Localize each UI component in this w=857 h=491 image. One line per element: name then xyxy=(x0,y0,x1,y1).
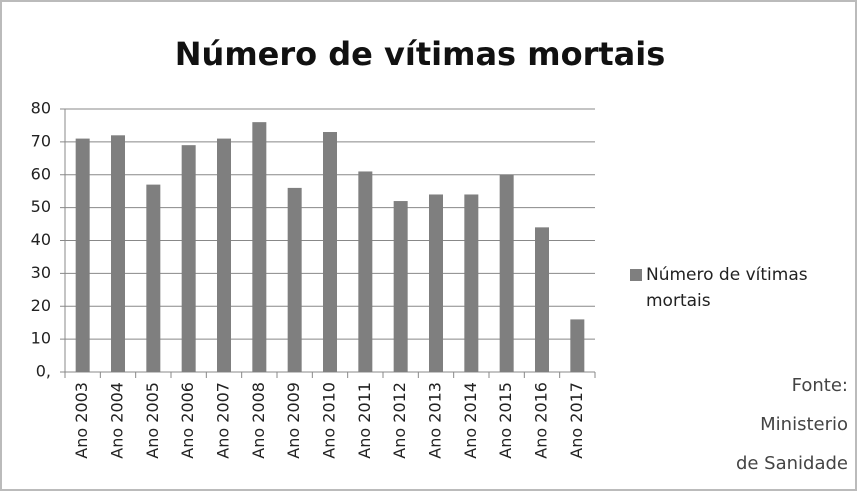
legend-swatch xyxy=(630,269,642,281)
source-note: Ministerio xyxy=(760,414,848,435)
bar xyxy=(499,174,514,372)
source-note: Fonte: xyxy=(792,375,848,396)
bar xyxy=(393,201,408,372)
x-tick-label: Ano 2006 xyxy=(178,382,197,459)
x-tick-label: Ano 2004 xyxy=(108,382,127,459)
x-tick-label: Ano 2014 xyxy=(461,382,480,459)
x-tick-label: Ano 2011 xyxy=(355,382,374,459)
x-tick-label: Ano 2007 xyxy=(214,382,233,459)
x-tick-label: Ano 2016 xyxy=(532,382,551,459)
chart-title: Número de vítimas mortais xyxy=(175,35,666,73)
x-tick-label: Ano 2003 xyxy=(72,382,91,459)
y-tick-label: 0, xyxy=(36,362,51,381)
x-tick-label: Ano 2005 xyxy=(143,382,162,459)
y-tick-label: 30 xyxy=(31,263,51,282)
y-tick-label: 40 xyxy=(31,230,51,249)
source-note: de Sanidade xyxy=(736,453,848,474)
y-tick-label: 80 xyxy=(31,99,51,118)
bar xyxy=(323,132,337,372)
bar xyxy=(217,138,231,372)
x-tick-label: Ano 2009 xyxy=(284,382,303,459)
bar xyxy=(570,319,585,372)
legend: Número de vítimas mortais xyxy=(630,262,830,314)
y-tick-label: 50 xyxy=(31,197,51,216)
y-tick-label: 60 xyxy=(31,164,51,183)
x-tick-label: Ano 2015 xyxy=(496,382,515,459)
y-tick-label: 20 xyxy=(31,296,51,315)
legend-label: Número de vítimas mortais xyxy=(646,265,808,311)
bar xyxy=(75,138,90,372)
x-tick-label: Ano 2012 xyxy=(390,382,409,459)
y-tick-label: 10 xyxy=(31,329,51,348)
bar xyxy=(464,194,479,372)
bar xyxy=(358,171,373,372)
bar xyxy=(429,194,443,372)
x-tick-label: Ano 2008 xyxy=(249,382,268,459)
bar xyxy=(146,184,161,372)
x-tick-label: Ano 2017 xyxy=(567,382,586,459)
x-tick-label: Ano 2010 xyxy=(320,382,339,459)
bar xyxy=(111,135,125,372)
bar xyxy=(181,145,196,372)
bar xyxy=(252,122,267,373)
x-tick-label: Ano 2013 xyxy=(426,382,445,459)
bar xyxy=(535,227,549,372)
bar xyxy=(287,187,302,372)
y-tick-label: 70 xyxy=(31,131,51,150)
